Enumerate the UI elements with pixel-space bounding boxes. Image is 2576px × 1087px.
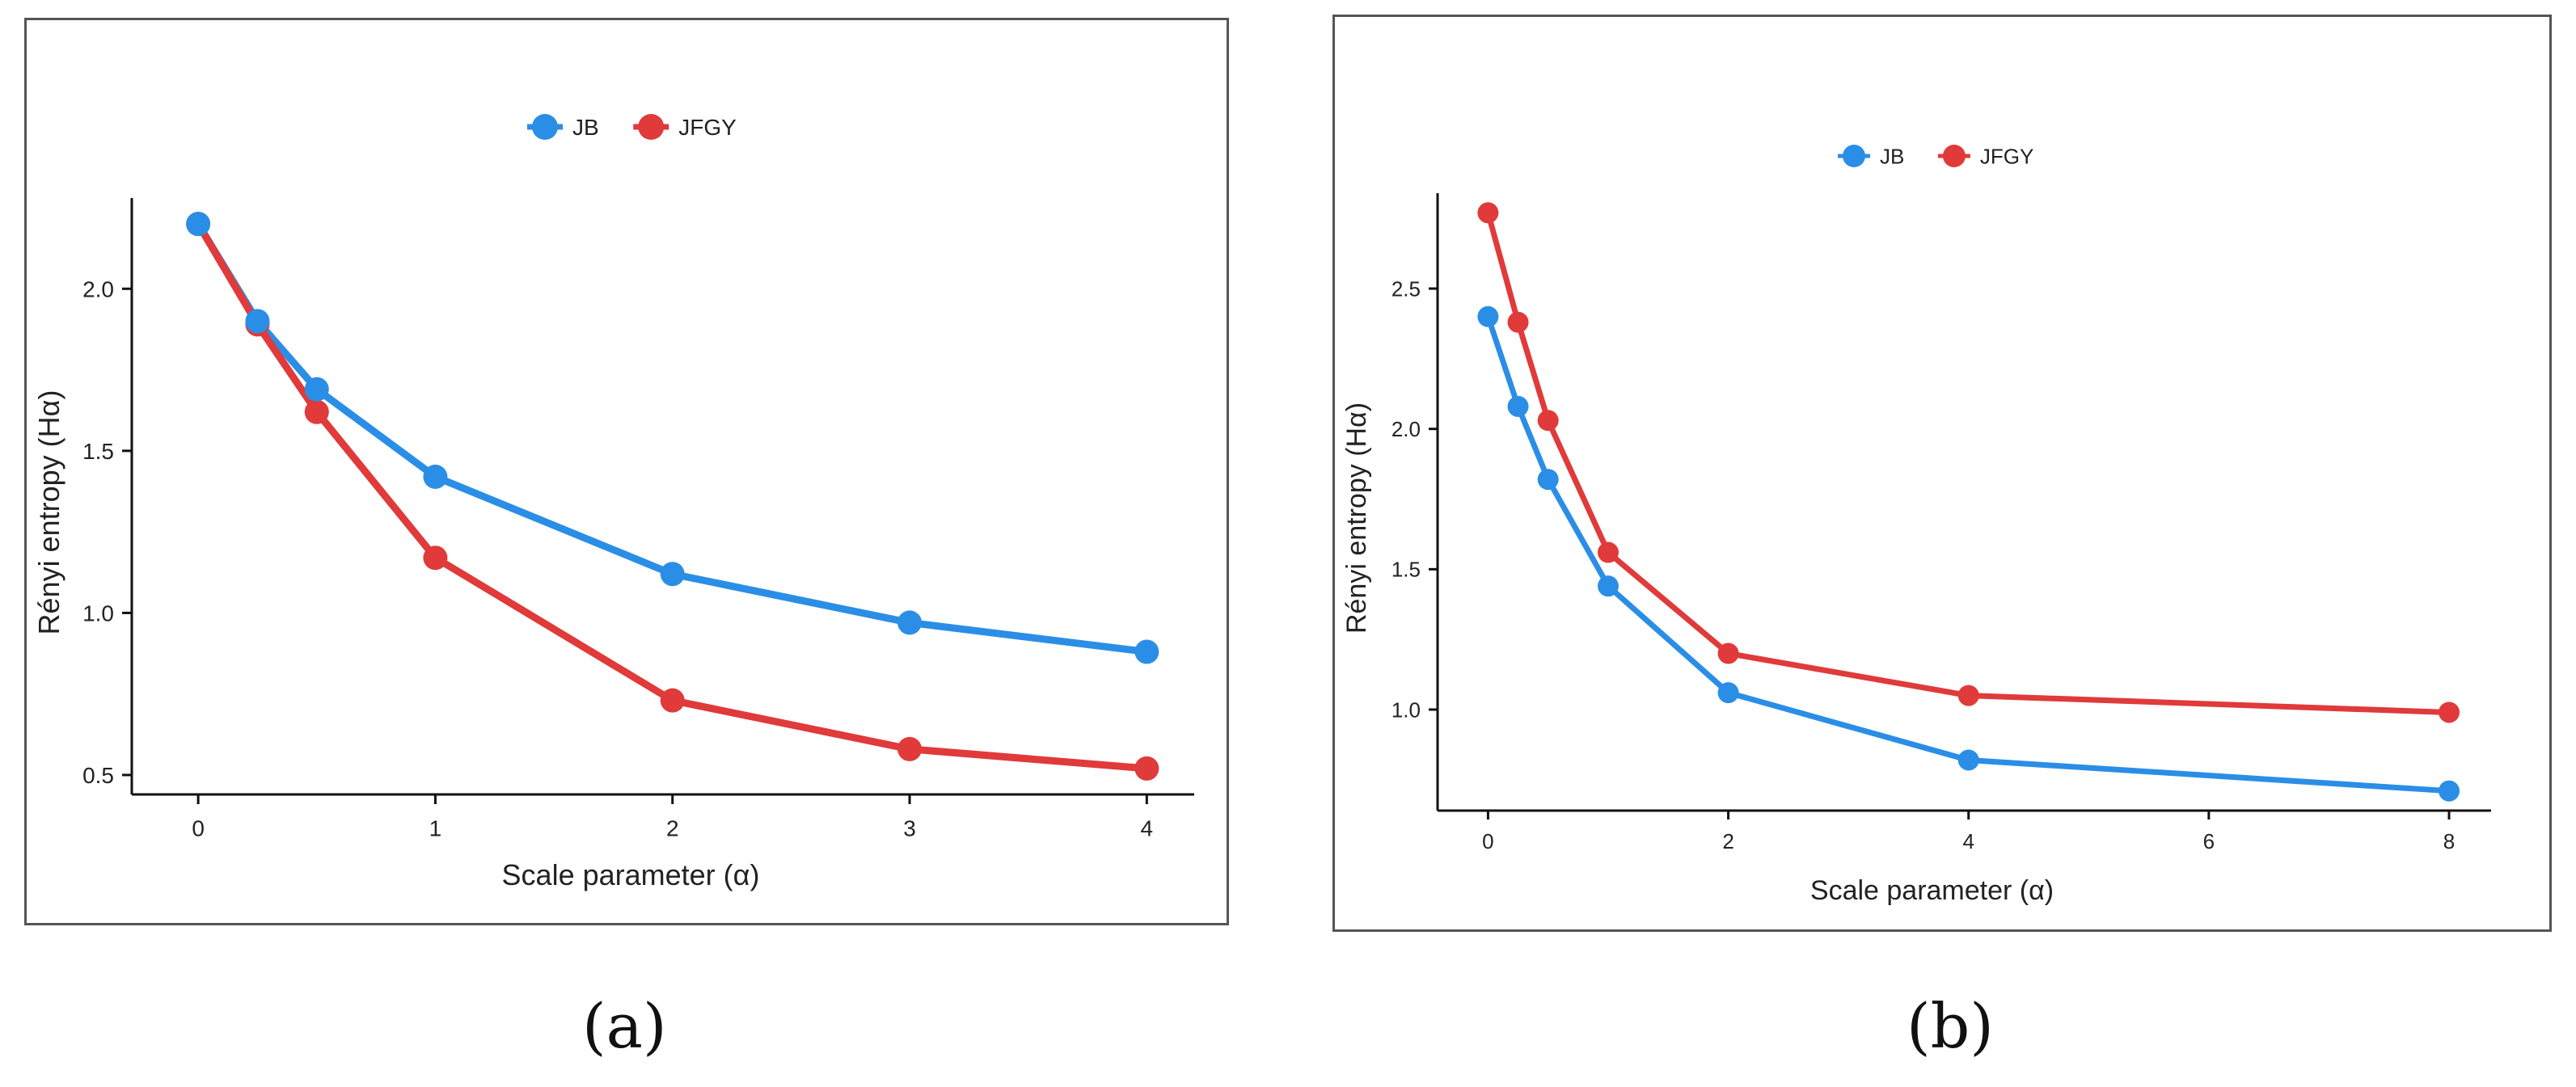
- y-tick-label: 1.5: [1391, 558, 1421, 582]
- y-tick-label: 1.5: [82, 439, 114, 464]
- data-point-jb: [2438, 780, 2460, 802]
- data-point-jb: [1507, 395, 1529, 417]
- data-point-jb: [1134, 639, 1159, 664]
- data-point-jb: [1597, 575, 1619, 597]
- y-tick-label: 1.0: [1391, 697, 1421, 722]
- data-point-jb: [1717, 682, 1739, 704]
- y-axis-title: Rényi entropy (Hα): [32, 390, 65, 635]
- legend-label: JFGY: [1980, 144, 2033, 168]
- data-point-jb: [304, 377, 329, 402]
- data-point-jb: [1477, 305, 1499, 327]
- series-line-jb: [1484, 314, 2452, 794]
- y-tick-label: 0.5: [82, 763, 114, 788]
- legend-label: JFGY: [678, 115, 737, 140]
- chart-panel-a: 0 1 2 3 4 0.5 1.0 1.5 2.0 Scale parameter (α) Rény…: [24, 18, 1229, 925]
- data-point-jfgy: [1477, 202, 1499, 224]
- x-tick-label: 4: [1141, 816, 1154, 841]
- legend-label: JB: [572, 115, 599, 140]
- data-point-jfgy: [660, 688, 685, 713]
- y-tick-label: 2.5: [1391, 276, 1421, 301]
- data-point-jb: [1537, 469, 1559, 491]
- x-tick-label: 0: [1482, 829, 1493, 853]
- series-line-jfgy: [1484, 209, 2452, 715]
- legend-item-jfgy: JFGY: [633, 114, 737, 140]
- chart-a-svg: 0 1 2 3 4 0.5 1.0 1.5 2.0 Scale parameter (α) Rény…: [32, 114, 1194, 891]
- legend-marker: [1843, 145, 1865, 167]
- data-point-jfgy: [1507, 311, 1529, 333]
- x-tick-label: 4: [1962, 829, 1974, 853]
- series-line-jfgy: [194, 220, 1151, 773]
- data-point-jb: [1957, 749, 1979, 771]
- chart-b-svg: 0 2 4 6 8 1.0 1.5 2.0 2.5 Scale parameter (α) Rény…: [1341, 144, 2491, 906]
- y-tick-label: 2.0: [82, 276, 114, 301]
- data-point-jfgy: [423, 546, 448, 571]
- chart-panel-b: 0 2 4 6 8 1.0 1.5 2.0 2.5 Scale parameter (α) Rény…: [1332, 15, 2552, 932]
- data-point-jb: [660, 562, 685, 587]
- x-tick-label: 6: [2203, 829, 2215, 853]
- x-tick-label: 0: [192, 816, 205, 841]
- legend-label: JB: [1880, 144, 1904, 168]
- data-point-jb: [186, 212, 211, 237]
- y-tick-label: 2.0: [1391, 417, 1421, 441]
- data-point-jb: [423, 464, 448, 489]
- data-point-jb: [897, 610, 923, 635]
- legend-marker: [532, 114, 558, 140]
- data-point-jfgy: [1134, 756, 1159, 781]
- data-point-jfgy: [897, 736, 923, 761]
- caption-a: (a): [582, 990, 667, 1062]
- x-axis-title: Scale parameter (α): [1810, 875, 2054, 906]
- legend-item-jfgy: JFGY: [1937, 144, 2033, 168]
- y-tick-label: 1.0: [82, 600, 114, 626]
- data-point-jfgy: [1537, 410, 1559, 432]
- data-point-jfgy: [2438, 701, 2460, 723]
- x-tick-label: 3: [903, 816, 916, 841]
- data-point-jb: [245, 309, 270, 334]
- legend-item-jb: JB: [1838, 144, 1904, 168]
- caption-b: (b): [1907, 990, 1994, 1062]
- data-point-jfgy: [304, 399, 329, 424]
- legend-item-jb: JB: [527, 114, 599, 140]
- y-axis-title: Rényi entropy (Hα): [1341, 402, 1372, 634]
- x-tick-label: 2: [1722, 829, 1734, 853]
- x-tick-label: 8: [2443, 829, 2455, 853]
- legend-marker: [1942, 145, 1966, 167]
- x-tick-label: 1: [429, 816, 442, 841]
- data-point-jfgy: [1717, 643, 1739, 664]
- legend-marker: [638, 114, 665, 140]
- data-point-jfgy: [1957, 685, 1979, 706]
- x-axis-title: Scale parameter (α): [502, 858, 760, 891]
- x-tick-label: 2: [666, 816, 679, 841]
- data-point-jfgy: [1597, 541, 1619, 563]
